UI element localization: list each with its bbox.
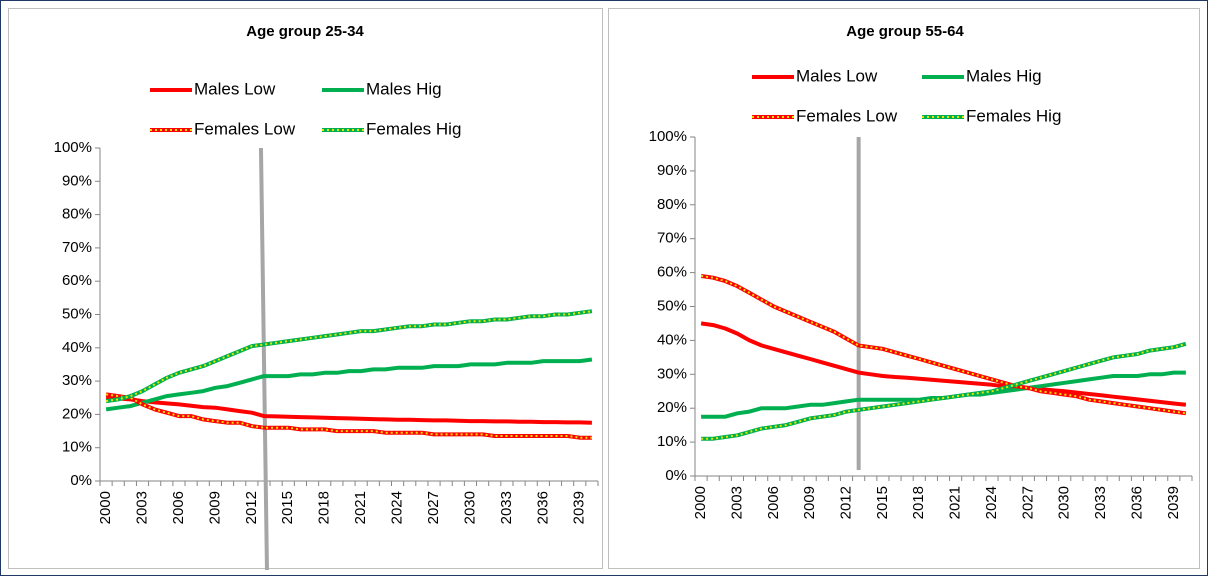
y-tick-label: 60%	[62, 272, 92, 289]
y-tick-label: 0%	[70, 472, 92, 489]
x-tick-label: 2012	[837, 486, 854, 519]
x-tick-label: 2021	[947, 486, 964, 519]
x-tick-label: 2015	[874, 486, 891, 519]
y-tick-label: 20%	[657, 399, 687, 416]
x-tick-label: 2030	[1056, 486, 1073, 519]
y-tick-label: 100%	[649, 128, 687, 145]
x-tick-label: 2015	[279, 491, 296, 524]
y-tick-label: 70%	[657, 230, 687, 247]
x-tick-label: 2027	[425, 491, 442, 524]
y-tick-label: 80%	[62, 206, 92, 223]
series-line	[700, 321, 1187, 407]
series-dash	[701, 342, 1187, 440]
x-tick-label: 2036	[534, 491, 551, 524]
y-tick-label: 40%	[62, 339, 92, 356]
x-tick-label: 2027	[1019, 486, 1036, 519]
series-dash	[105, 393, 592, 439]
y-tick-label: 30%	[657, 365, 687, 382]
x-tick-label: 2018	[316, 491, 333, 524]
y-tick-label: 100%	[54, 139, 92, 156]
x-tick-label: 2036	[1128, 486, 1145, 519]
x-tick-label: 2003	[133, 491, 150, 524]
x-tick-label: 2030	[461, 491, 478, 524]
legend-label: Females Hig	[966, 106, 1061, 125]
x-tick-label: 2012	[243, 491, 260, 524]
x-tick-label: 2024	[983, 486, 1000, 519]
x-tick-label: 2003	[728, 486, 745, 519]
x-tick-label: 2033	[1092, 486, 1109, 519]
chart-title: Age group 55-64	[846, 23, 964, 40]
series-line	[105, 357, 593, 412]
legend-label: Females Hig	[366, 119, 461, 138]
x-tick-label: 2018	[910, 486, 927, 519]
y-tick-label: 90%	[657, 162, 687, 179]
y-tick-label: 50%	[62, 305, 92, 322]
y-tick-label: 40%	[657, 331, 687, 348]
x-tick-label: 2000	[97, 491, 114, 524]
legend-label: Males Hig	[966, 66, 1042, 85]
chart-frame	[608, 8, 1200, 569]
y-tick-label: 10%	[62, 439, 92, 456]
legend-label: Females Low	[796, 106, 898, 125]
legend-label: Females Low	[194, 119, 296, 138]
y-tick-label: 90%	[62, 172, 92, 189]
y-tick-label: 0%	[665, 467, 687, 484]
x-tick-label: 2033	[498, 491, 515, 524]
series-line	[105, 309, 593, 404]
x-tick-label: 2039	[571, 491, 588, 524]
y-tick-label: 70%	[62, 239, 92, 256]
x-tick-label: 2009	[801, 486, 818, 519]
x-tick-label: 2006	[170, 491, 187, 524]
legend-label: Males Low	[194, 79, 276, 98]
x-tick-label: 2006	[765, 486, 782, 519]
y-tick-label: 80%	[657, 196, 687, 213]
y-tick-label: 50%	[657, 297, 687, 314]
chart-frame	[8, 8, 603, 569]
series-line	[106, 395, 592, 425]
legend-label: Males Low	[796, 66, 878, 85]
series-dash	[700, 275, 1187, 415]
x-tick-label: 2021	[352, 491, 369, 524]
chart-title: Age group 25-34	[246, 23, 364, 40]
y-tick-label: 30%	[62, 372, 92, 389]
y-tick-label: 10%	[657, 433, 687, 450]
x-tick-label: 2024	[389, 491, 406, 524]
legend-label: Males Hig	[366, 79, 442, 98]
x-tick-label: 2000	[692, 486, 709, 519]
marker-line	[258, 147, 269, 571]
y-tick-label: 60%	[657, 264, 687, 281]
y-tick-label: 20%	[62, 405, 92, 422]
x-tick-label: 2009	[206, 491, 223, 524]
x-tick-label: 2039	[1165, 486, 1182, 519]
